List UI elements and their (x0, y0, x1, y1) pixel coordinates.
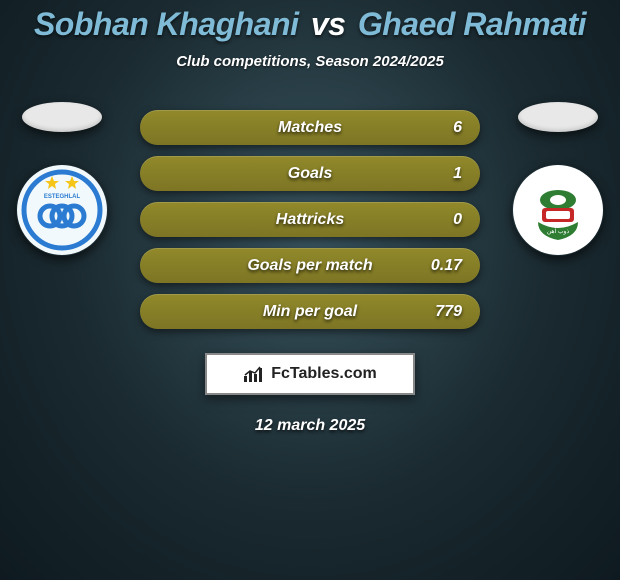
title-player1: Sobhan Khaghani (34, 6, 299, 42)
comparison-card: Sobhan Khaghani vs Ghaed Rahmati Club co… (0, 0, 620, 580)
subtitle: Club competitions, Season 2024/2025 (0, 53, 620, 70)
date-text: 12 march 2025 (0, 417, 620, 435)
page-title: Sobhan Khaghani vs Ghaed Rahmati (0, 0, 620, 43)
player2-club-badge: ذوب آهن (512, 164, 604, 256)
stat-label: Hattricks (276, 211, 344, 229)
stat-value: 779 (435, 303, 462, 321)
bar-chart-icon (243, 365, 265, 383)
zob-ahan-badge-icon: ذوب آهن (512, 164, 604, 256)
title-vs: vs (311, 6, 346, 42)
stat-label: Goals (288, 165, 332, 183)
content-area: ESTEGHLAL ذوب آهن Matches (0, 110, 620, 435)
stat-label: Min per goal (263, 303, 357, 321)
stat-row-matches: Matches 6 (140, 110, 480, 145)
stat-label: Matches (278, 119, 342, 137)
svg-text:ESTEGHLAL: ESTEGHLAL (44, 194, 81, 200)
svg-text:ذوب آهن: ذوب آهن (547, 227, 570, 235)
stats-list: Matches 6 Goals 1 Hattricks 0 Goals per … (140, 110, 480, 329)
stat-row-goals-per-match: Goals per match 0.17 (140, 248, 480, 283)
stat-row-min-per-goal: Min per goal 779 (140, 294, 480, 329)
brand-text: FcTables.com (271, 365, 377, 383)
stat-value: 1 (453, 165, 462, 183)
title-player2: Ghaed Rahmati (358, 6, 586, 42)
brand-box[interactable]: FcTables.com (205, 353, 415, 395)
player1-club-badge: ESTEGHLAL (16, 164, 108, 256)
esteghlal-badge-icon: ESTEGHLAL (16, 164, 108, 256)
stat-label: Goals per match (247, 257, 372, 275)
player1-avatar-placeholder (22, 102, 102, 132)
player2-avatar-placeholder (518, 102, 598, 132)
right-column: ذوب آهن (508, 102, 608, 256)
stat-value: 6 (453, 119, 462, 137)
stat-row-goals: Goals 1 (140, 156, 480, 191)
left-column: ESTEGHLAL (12, 102, 112, 256)
stat-value: 0.17 (431, 257, 462, 275)
stat-value: 0 (453, 211, 462, 229)
stat-row-hattricks: Hattricks 0 (140, 202, 480, 237)
